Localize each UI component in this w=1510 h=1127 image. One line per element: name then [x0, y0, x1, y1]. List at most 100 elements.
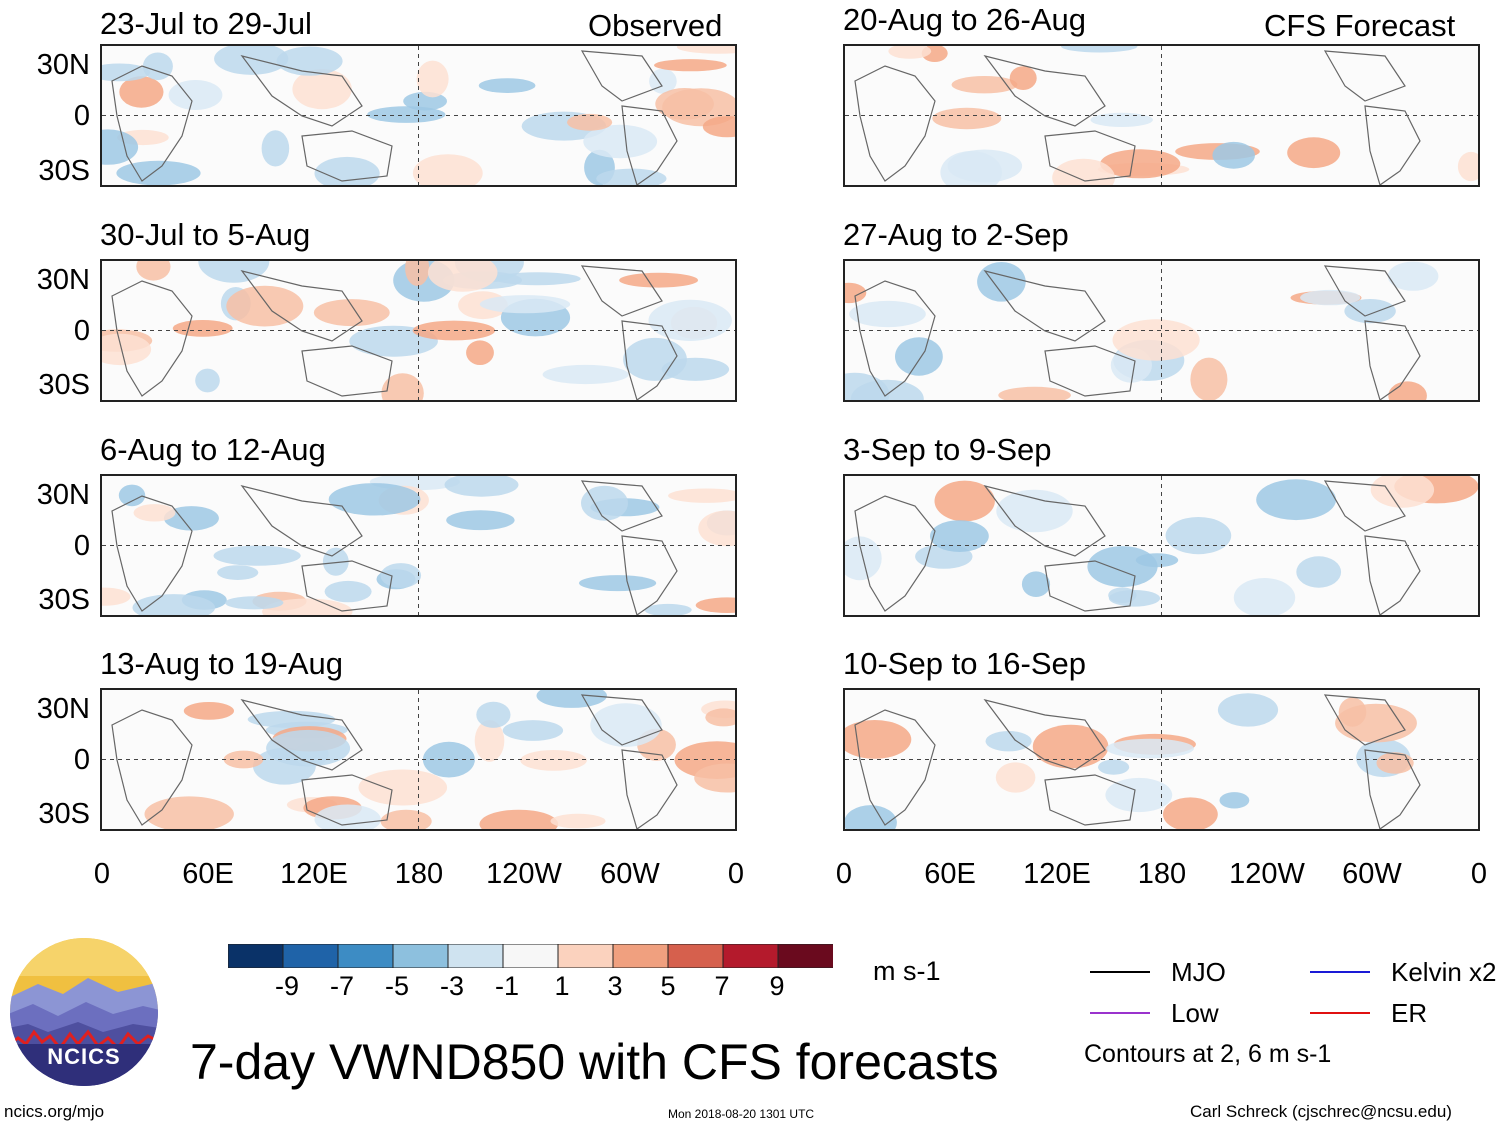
colorbar-tick: 9 — [769, 971, 785, 1001]
anomaly-blob — [536, 690, 607, 708]
main-title: 7-day VWND850 with CFS forecasts — [190, 1034, 999, 1090]
coastline — [1364, 105, 1421, 185]
coastline — [854, 495, 936, 612]
legend-kelvin-line — [1310, 971, 1370, 973]
coastline — [983, 55, 1106, 127]
coastline — [983, 270, 1106, 342]
anomaly-blob — [567, 113, 613, 131]
x-tick-label: 0 — [835, 858, 853, 890]
map-field-6 — [845, 261, 1478, 400]
colorbar-swatch — [612, 943, 669, 969]
anomaly-blob — [292, 69, 352, 110]
anomaly-blob — [225, 596, 284, 610]
colorbar-tick: 1 — [554, 971, 570, 1001]
anomaly-blob — [951, 76, 1018, 94]
anomaly-blob — [226, 285, 304, 327]
anomaly-blob — [412, 320, 496, 341]
anomaly-blob — [1163, 797, 1218, 829]
colorbar-swatch — [722, 943, 779, 969]
coastline — [1044, 345, 1136, 397]
anomaly-blob — [930, 520, 989, 552]
coastline — [301, 345, 393, 397]
x-tick-label: 120W — [1229, 858, 1305, 890]
y-tick-label: 30S — [38, 155, 90, 187]
anomaly-blob — [932, 107, 1002, 130]
anomaly-blob — [579, 575, 657, 592]
coastline — [621, 749, 678, 829]
anomaly-blob — [266, 729, 351, 767]
map-panel-3 — [100, 474, 737, 617]
anomaly-blob — [1335, 703, 1417, 743]
coastline — [983, 485, 1106, 557]
map-field-3 — [102, 476, 735, 615]
colorbar-swatches — [227, 943, 834, 969]
x-tick-label: 180 — [1137, 858, 1187, 890]
colorbar-tick: -3 — [439, 971, 464, 1001]
anomaly-blob — [1217, 693, 1279, 727]
x-tick-label: 0 — [727, 858, 745, 890]
map-panel-5 — [843, 44, 1480, 187]
x-tick-label: 60E — [924, 858, 976, 890]
anomaly-blob — [380, 563, 422, 588]
coastline — [580, 694, 663, 746]
coastline — [580, 50, 663, 102]
x-tick-label: 180 — [394, 858, 444, 890]
colorbar-tick: 3 — [607, 971, 623, 1001]
anomaly-blob — [474, 720, 505, 762]
anomaly-blob — [845, 282, 867, 304]
map-field-8 — [845, 690, 1478, 829]
coastline — [1323, 265, 1406, 317]
anomaly-blob — [1112, 319, 1200, 361]
anomaly-blob — [223, 750, 264, 769]
map-panel-8 — [843, 688, 1480, 831]
coastline — [1323, 50, 1406, 102]
x-tick-label: 120E — [1023, 858, 1091, 890]
panel-4-title: 13-Aug to 19-Aug — [100, 646, 344, 681]
coastline — [240, 55, 363, 127]
contour-note: Contours at 2, 6 m s-1 — [1084, 1040, 1332, 1068]
anomaly-blob — [1344, 299, 1396, 324]
map-panel-7 — [843, 474, 1480, 617]
x-tick-label: 0 — [93, 858, 111, 890]
coastline — [240, 485, 363, 557]
ncics-logo: NCICS — [8, 936, 160, 1088]
anomaly-blob — [476, 701, 511, 728]
anomaly-blob — [314, 156, 380, 185]
anomaly-blob — [581, 485, 628, 521]
legend-er-line — [1310, 1012, 1370, 1014]
x-tick-label: 120E — [280, 858, 348, 890]
map-panel-2 — [100, 259, 737, 402]
anomaly-blob — [367, 106, 446, 123]
panel-8-title: 10-Sep to 16-Sep — [843, 646, 1087, 681]
anomaly-blob — [550, 813, 606, 829]
anomaly-blob — [1256, 479, 1336, 521]
anomaly-blob — [405, 261, 430, 286]
y-tick-label: 30S — [38, 798, 90, 830]
anomaly-blob — [133, 504, 176, 522]
anomaly-blob — [996, 489, 1073, 533]
anomaly-blob — [214, 46, 289, 75]
anomaly-blob — [1106, 738, 1194, 759]
anomaly-blob — [995, 762, 1036, 793]
anomaly-blob — [596, 168, 667, 185]
anomaly-blob — [644, 603, 692, 615]
anomaly-blob — [845, 720, 912, 759]
legend-low-label: Low — [1171, 998, 1219, 1028]
coastline — [301, 560, 393, 612]
x-tick-label: 60W — [1342, 858, 1402, 890]
anomaly-blob — [668, 488, 735, 503]
anomaly-blob — [694, 763, 735, 793]
coastline — [1364, 535, 1421, 615]
anomaly-blob — [619, 272, 698, 288]
anomaly-blob — [648, 299, 732, 341]
anomaly-blob — [1105, 777, 1173, 813]
anomaly-blob — [198, 261, 270, 283]
legend-mjo-label: MJO — [1171, 957, 1226, 987]
anomaly-blob — [705, 708, 735, 727]
anomaly-blob — [698, 510, 735, 547]
anomaly-blob — [328, 483, 421, 516]
anomaly-blob — [1457, 151, 1478, 182]
colorbar-swatch — [337, 943, 394, 969]
colorbar-tick: -9 — [274, 971, 299, 1001]
coastline — [621, 105, 678, 185]
